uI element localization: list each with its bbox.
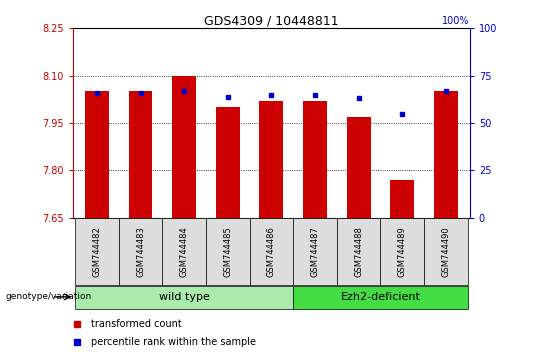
FancyBboxPatch shape	[424, 218, 468, 285]
Bar	[303, 101, 327, 218]
Bar	[259, 101, 284, 218]
FancyBboxPatch shape	[75, 286, 293, 308]
FancyBboxPatch shape	[119, 218, 163, 285]
Bar	[390, 180, 414, 218]
FancyBboxPatch shape	[337, 218, 380, 285]
Bar	[434, 91, 458, 218]
Bar	[172, 76, 196, 218]
Text: GSM744485: GSM744485	[223, 226, 232, 277]
FancyBboxPatch shape	[293, 218, 337, 285]
Text: genotype/variation: genotype/variation	[5, 292, 92, 301]
FancyBboxPatch shape	[75, 218, 119, 285]
FancyBboxPatch shape	[293, 286, 468, 308]
FancyBboxPatch shape	[163, 218, 206, 285]
Text: GSM744488: GSM744488	[354, 226, 363, 277]
Text: GSM744483: GSM744483	[136, 226, 145, 277]
FancyBboxPatch shape	[380, 218, 424, 285]
Bar	[216, 107, 240, 218]
Text: Ezh2-deficient: Ezh2-deficient	[340, 292, 420, 302]
FancyBboxPatch shape	[249, 218, 293, 285]
Bar	[85, 91, 109, 218]
Text: percentile rank within the sample: percentile rank within the sample	[91, 337, 256, 347]
Text: GSM744489: GSM744489	[397, 226, 407, 277]
Text: transformed count: transformed count	[91, 319, 181, 329]
Text: GSM744490: GSM744490	[441, 226, 450, 277]
Bar	[129, 91, 152, 218]
Text: 100%: 100%	[442, 16, 470, 27]
Text: GSM744484: GSM744484	[180, 226, 188, 277]
Bar	[347, 117, 370, 218]
Text: GSM744487: GSM744487	[310, 226, 320, 277]
Text: GSM744486: GSM744486	[267, 226, 276, 277]
Text: wild type: wild type	[159, 292, 210, 302]
FancyBboxPatch shape	[206, 218, 249, 285]
Title: GDS4309 / 10448811: GDS4309 / 10448811	[204, 14, 339, 27]
Text: GSM744482: GSM744482	[92, 226, 102, 277]
